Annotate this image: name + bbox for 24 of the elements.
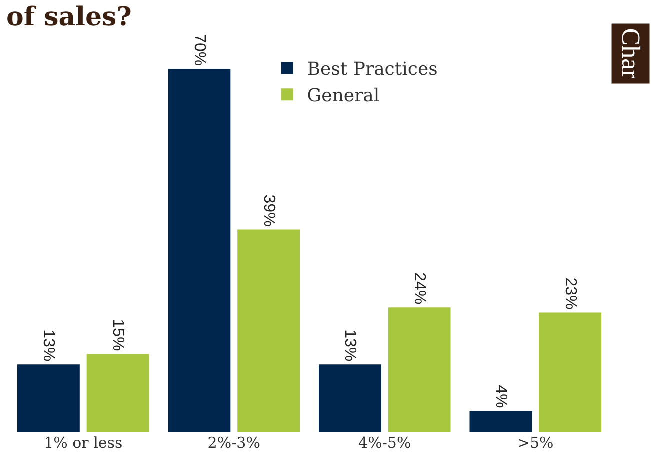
bar	[388, 308, 451, 432]
data-label: 15%	[110, 319, 127, 352]
x-tick-label: 2%-3%	[208, 434, 260, 452]
data-label: 13%	[40, 330, 58, 362]
data-label: 13%	[342, 330, 359, 362]
data-label: 24%	[411, 272, 428, 305]
chart-title: of sales?	[6, 2, 132, 32]
x-tick-label: 4%-5%	[358, 434, 412, 452]
data-label: 4%	[492, 385, 510, 408]
bar	[470, 411, 532, 432]
bar	[18, 364, 80, 432]
x-tick-label: >5%	[517, 434, 554, 452]
data-label: 39%	[260, 194, 278, 227]
data-label: 23%	[562, 278, 579, 310]
legend-label: General	[307, 86, 380, 107]
legend-label: Best Practices	[307, 59, 438, 80]
bar	[238, 230, 300, 432]
bar	[168, 69, 231, 432]
bar	[539, 312, 602, 432]
bar	[86, 354, 150, 432]
bar	[319, 364, 382, 432]
x-tick-label: 1% or less	[44, 434, 123, 452]
text: Char	[616, 28, 646, 80]
data-label: 70%	[190, 34, 208, 66]
